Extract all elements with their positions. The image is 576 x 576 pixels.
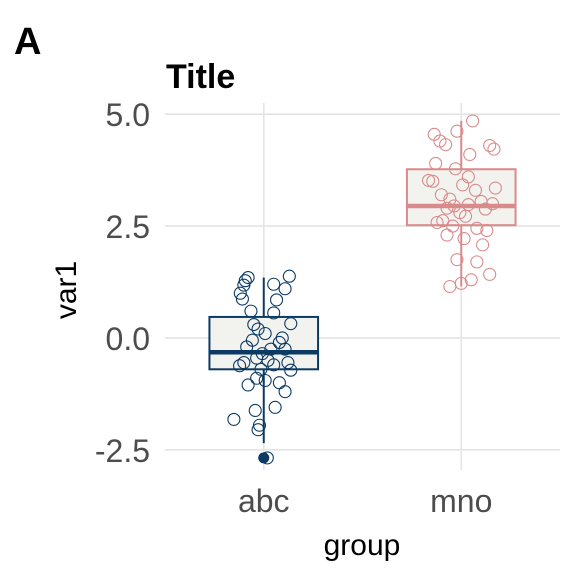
x-tick-label: abc xyxy=(238,483,290,519)
y-tick-label: 2.5 xyxy=(106,209,150,245)
box-iqr xyxy=(209,317,318,369)
y-tick-label: 5.0 xyxy=(106,97,150,133)
x-axis-label: group xyxy=(324,529,401,562)
x-tick-label: mno xyxy=(430,483,492,519)
y-tick-label: 0.0 xyxy=(106,321,150,357)
outlier-point xyxy=(259,453,269,463)
y-tick-label: -2.5 xyxy=(95,433,150,469)
panel-label: A xyxy=(14,21,41,63)
y-axis-label: var1 xyxy=(50,261,83,319)
chart-title: Title xyxy=(166,58,235,96)
